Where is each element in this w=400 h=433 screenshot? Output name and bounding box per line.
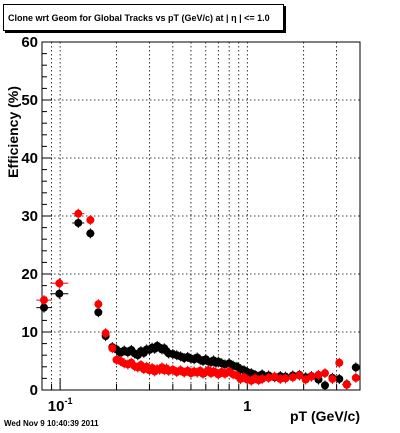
data-point [328, 374, 337, 383]
data-point [295, 371, 304, 380]
y-tick-label: 60 [21, 34, 38, 51]
data-point [320, 381, 329, 390]
data-point [108, 344, 117, 353]
axes: 0 10 20 30 40 50 60 10-1 1 [21, 34, 361, 415]
data-point [335, 374, 344, 383]
data-point [55, 289, 64, 298]
data-point [40, 296, 49, 305]
y-tick-label: 50 [21, 92, 38, 109]
y-tick-label: 30 [21, 208, 38, 225]
x-tick-label: 10-1 [48, 396, 73, 415]
data-point [86, 229, 95, 238]
data-point [335, 358, 344, 367]
data-point [55, 279, 64, 288]
data-point [101, 329, 110, 338]
data-point [314, 370, 323, 379]
grid-lines [42, 42, 360, 390]
data-point [94, 300, 103, 309]
y-tick-label: 0 [30, 382, 38, 399]
data-point [74, 209, 83, 218]
y-tick-label: 10 [21, 324, 38, 341]
data-point [258, 374, 267, 383]
data-point [342, 380, 351, 389]
x-tick-label: 1 [243, 398, 251, 415]
data-point [281, 374, 290, 383]
data-point [74, 218, 83, 227]
y-tick-label: 40 [21, 150, 38, 167]
series-0 [36, 217, 360, 391]
y-tick-label: 20 [21, 266, 38, 283]
data-point [288, 373, 297, 382]
data-series [36, 208, 360, 391]
data-point [351, 373, 360, 382]
data-point [307, 372, 316, 381]
data-point [86, 216, 95, 225]
data-point [94, 308, 103, 317]
timestamp: Wed Nov 9 10:40:39 2011 [4, 419, 99, 428]
chart-title-box: Clone wrt Geom for Global Tracks vs pT (… [3, 4, 284, 31]
data-point [320, 369, 329, 378]
x-axis-title: pT (GeV/c) [290, 408, 360, 424]
plot-frame [41, 41, 361, 391]
data-point [264, 373, 273, 382]
y-axis-title: Efficiency (%) [5, 86, 21, 178]
data-point [40, 303, 49, 312]
chart-title: Clone wrt Geom for Global Tracks vs pT (… [8, 13, 270, 23]
data-point [351, 363, 360, 372]
series-1 [36, 208, 360, 390]
